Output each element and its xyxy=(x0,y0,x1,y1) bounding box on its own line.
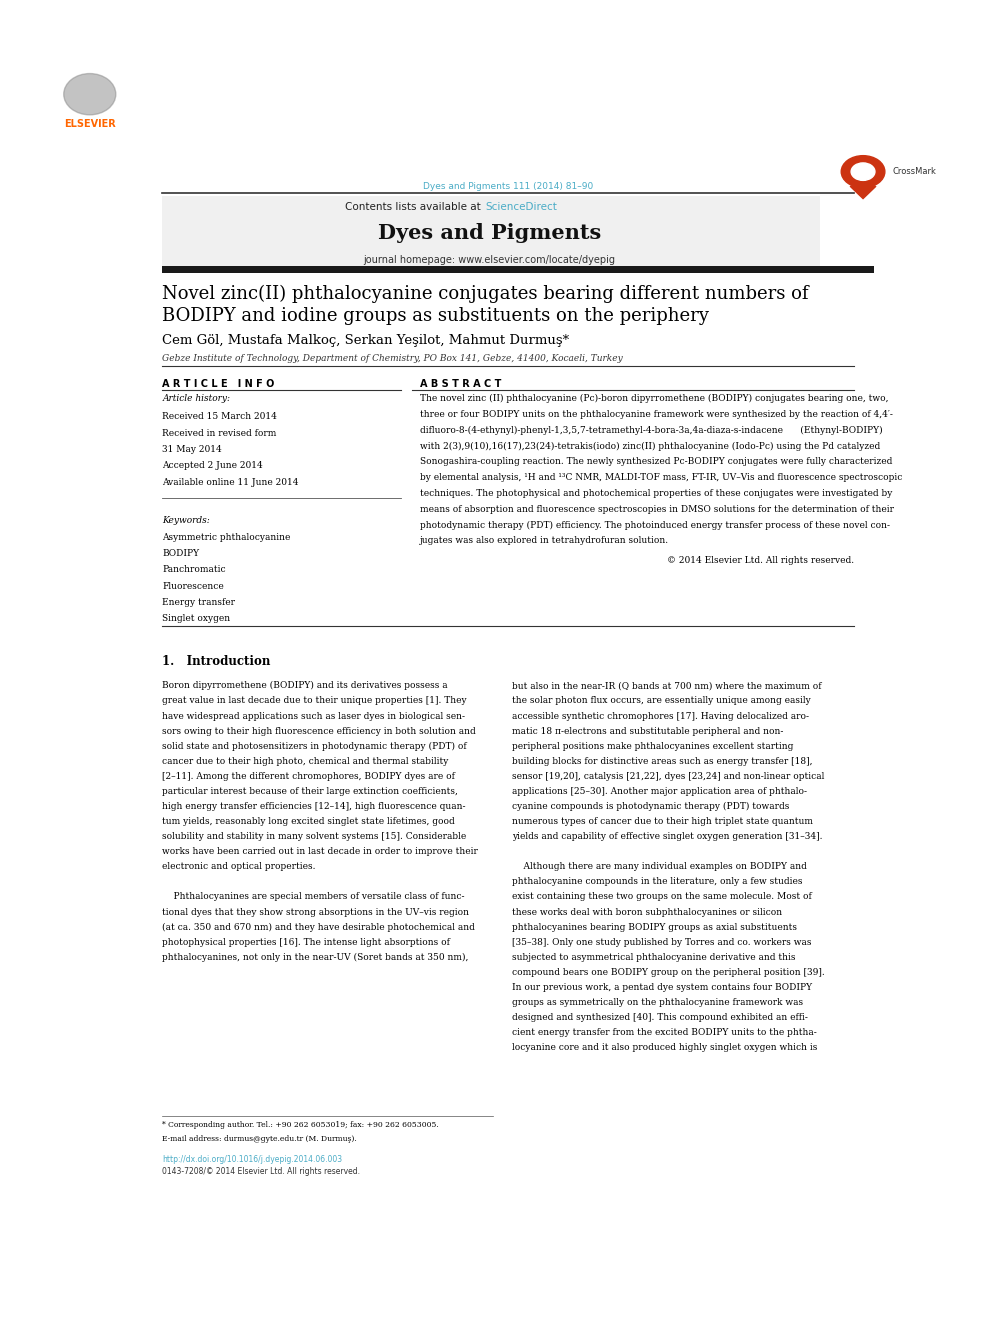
Text: Novel zinc(II) phthalocyanine conjugates bearing different numbers of: Novel zinc(II) phthalocyanine conjugates… xyxy=(163,284,808,303)
Text: Although there are many individual examples on BODIPY and: Although there are many individual examp… xyxy=(512,863,807,872)
Text: cyanine compounds is photodynamic therapy (PDT) towards: cyanine compounds is photodynamic therap… xyxy=(512,802,790,811)
Text: numerous types of cancer due to their high triplet state quantum: numerous types of cancer due to their hi… xyxy=(512,818,813,826)
Text: have widespread applications such as laser dyes in biological sen-: have widespread applications such as las… xyxy=(163,712,465,721)
Bar xyxy=(163,266,874,273)
Text: cancer due to their high photo, chemical and thermal stability: cancer due to their high photo, chemical… xyxy=(163,757,448,766)
Text: cient energy transfer from the excited BODIPY units to the phtha-: cient energy transfer from the excited B… xyxy=(512,1028,817,1037)
Text: * Corresponding author. Tel.: +90 262 6053019; fax: +90 262 6053005.: * Corresponding author. Tel.: +90 262 60… xyxy=(163,1122,439,1130)
Text: DYES: DYES xyxy=(923,66,942,73)
Text: PIGMENTS: PIGMENTS xyxy=(917,105,948,108)
Text: ELSEVIER: ELSEVIER xyxy=(63,119,116,128)
Text: peripheral positions make phthalocyanines excellent starting: peripheral positions make phthalocyanine… xyxy=(512,742,794,750)
Text: phthalocyanines bearing BODIPY groups as axial substituents: phthalocyanines bearing BODIPY groups as… xyxy=(512,922,798,931)
Text: with 2(3),9(10),16(17),23(24)-tetrakis(iodo) zinc(II) phthalocyanine (Iodo-Pc) u: with 2(3),9(10),16(17),23(24)-tetrakis(i… xyxy=(420,442,880,451)
Text: solubility and stability in many solvent systems [15]. Considerable: solubility and stability in many solvent… xyxy=(163,832,466,841)
Text: jugates was also explored in tetrahydrofuran solution.: jugates was also explored in tetrahydrof… xyxy=(420,536,670,545)
Text: locyanine core and it also produced highly singlet oxygen which is: locyanine core and it also produced high… xyxy=(512,1044,817,1052)
Text: but also in the near-IR (Q bands at 700 nm) where the maximum of: but also in the near-IR (Q bands at 700 … xyxy=(512,681,821,691)
Text: compound bears one BODIPY group on the peripheral position [39].: compound bears one BODIPY group on the p… xyxy=(512,968,825,976)
Text: Article history:: Article history: xyxy=(163,394,230,404)
Text: and: and xyxy=(928,86,937,90)
Text: matic 18 π-electrons and substitutable peripheral and non-: matic 18 π-electrons and substitutable p… xyxy=(512,726,784,736)
Text: subjected to asymmetrical phthalocyanine derivative and this: subjected to asymmetrical phthalocyanine… xyxy=(512,953,796,962)
Text: A B S T R A C T: A B S T R A C T xyxy=(420,378,501,389)
Text: journal homepage: www.elsevier.com/locate/dyepig: journal homepage: www.elsevier.com/locat… xyxy=(363,254,615,265)
Text: ScienceDirect: ScienceDirect xyxy=(485,201,558,212)
Text: accessible synthetic chromophores [17]. Having delocalized aro-: accessible synthetic chromophores [17]. … xyxy=(512,712,809,721)
Text: Phthalocyanines are special members of versatile class of func-: Phthalocyanines are special members of v… xyxy=(163,893,465,901)
Text: solid state and photosensitizers in photodynamic therapy (PDT) of: solid state and photosensitizers in phot… xyxy=(163,742,467,750)
Circle shape xyxy=(841,156,885,188)
Text: three or four BODIPY units on the phthalocyanine framework were synthesized by t: three or four BODIPY units on the phthal… xyxy=(420,410,893,419)
Text: Cem Göl, Mustafa Malkoç, Serkan Yeşilot, Mahmut Durmuş*: Cem Göl, Mustafa Malkoç, Serkan Yeşilot,… xyxy=(163,333,569,347)
Text: phthalocyanine compounds in the literature, only a few studies: phthalocyanine compounds in the literatu… xyxy=(512,877,803,886)
Text: Panchromatic: Panchromatic xyxy=(163,565,226,574)
Circle shape xyxy=(851,163,875,180)
Text: works have been carried out in last decade in order to improve their: works have been carried out in last deca… xyxy=(163,847,478,856)
Text: A R T I C L E   I N F O: A R T I C L E I N F O xyxy=(163,378,275,389)
Text: the solar photon flux occurs, are essentially unique among easily: the solar photon flux occurs, are essent… xyxy=(512,696,811,705)
Text: Singlet oxygen: Singlet oxygen xyxy=(163,614,230,623)
Text: difluoro-8-(4-ethynyl)-phenyl-1,3,5,7-tetramethyl-4-bora-3a,4a-diaza-s-indacene : difluoro-8-(4-ethynyl)-phenyl-1,3,5,7-te… xyxy=(420,426,883,435)
Text: Gebze Institute of Technology, Department of Chemistry, PO Box 141, Gebze, 41400: Gebze Institute of Technology, Departmen… xyxy=(163,355,623,364)
Text: phthalocyanines, not only in the near-UV (Soret bands at 350 nm),: phthalocyanines, not only in the near-UV… xyxy=(163,953,469,962)
Text: 31 May 2014: 31 May 2014 xyxy=(163,445,222,454)
Text: Received in revised form: Received in revised form xyxy=(163,429,277,438)
Text: means of absorption and fluorescence spectroscopies in DMSO solutions for the de: means of absorption and fluorescence spe… xyxy=(420,504,894,513)
Text: Dyes and Pigments: Dyes and Pigments xyxy=(378,224,601,243)
Text: (at ca. 350 and 670 nm) and they have desirable photochemical and: (at ca. 350 and 670 nm) and they have de… xyxy=(163,922,475,931)
Text: 0143-7208/© 2014 Elsevier Ltd. All rights reserved.: 0143-7208/© 2014 Elsevier Ltd. All right… xyxy=(163,1167,360,1176)
Text: sors owing to their high fluorescence efficiency in both solution and: sors owing to their high fluorescence ef… xyxy=(163,726,476,736)
Polygon shape xyxy=(850,187,876,198)
Text: The novel zinc (II) phthalocyanine (Pc)-boron dipyrromethene (BODIPY) conjugates: The novel zinc (II) phthalocyanine (Pc)-… xyxy=(420,394,889,404)
Text: BODIPY and iodine groups as substituents on the periphery: BODIPY and iodine groups as substituents… xyxy=(163,307,709,325)
Text: Boron dipyrromethene (BODIPY) and its derivatives possess a: Boron dipyrromethene (BODIPY) and its de… xyxy=(163,681,448,691)
Text: 1.   Introduction: 1. Introduction xyxy=(163,655,271,668)
Text: by elemental analysis, ¹H and ¹³C NMR, MALDI-TOF mass, FT-IR, UV–Vis and fluores: by elemental analysis, ¹H and ¹³C NMR, M… xyxy=(420,474,903,482)
Text: Energy transfer: Energy transfer xyxy=(163,598,235,607)
Text: tional dyes that they show strong absorptions in the UV–vis region: tional dyes that they show strong absorp… xyxy=(163,908,469,917)
Text: groups as symmetrically on the phthalocyanine framework was: groups as symmetrically on the phthalocy… xyxy=(512,998,804,1007)
Text: Available online 11 June 2014: Available online 11 June 2014 xyxy=(163,478,299,487)
Text: CrossMark: CrossMark xyxy=(893,167,936,176)
Text: http://dx.doi.org/10.1016/j.dyepig.2014.06.003: http://dx.doi.org/10.1016/j.dyepig.2014.… xyxy=(163,1155,342,1164)
Text: building blocks for distinctive areas such as energy transfer [18],: building blocks for distinctive areas su… xyxy=(512,757,812,766)
Text: In our previous work, a pentad dye system contains four BODIPY: In our previous work, a pentad dye syste… xyxy=(512,983,812,992)
FancyBboxPatch shape xyxy=(163,196,819,267)
Text: sensor [19,20], catalysis [21,22], dyes [23,24] and non-linear optical: sensor [19,20], catalysis [21,22], dyes … xyxy=(512,771,824,781)
Text: applications [25–30]. Another major application area of phthalo-: applications [25–30]. Another major appl… xyxy=(512,787,807,796)
Text: BODIPY: BODIPY xyxy=(163,549,199,558)
Text: © 2014 Elsevier Ltd. All rights reserved.: © 2014 Elsevier Ltd. All rights reserved… xyxy=(668,556,854,565)
Text: exist containing these two groups on the same molecule. Most of: exist containing these two groups on the… xyxy=(512,893,812,901)
Text: Fluorescence: Fluorescence xyxy=(163,582,224,590)
Text: great value in last decade due to their unique properties [1]. They: great value in last decade due to their … xyxy=(163,696,467,705)
Text: electronic and optical properties.: electronic and optical properties. xyxy=(163,863,315,872)
Text: [2–11]. Among the different chromophores, BODIPY dyes are of: [2–11]. Among the different chromophores… xyxy=(163,771,455,781)
Text: Dyes and Pigments 111 (2014) 81–90: Dyes and Pigments 111 (2014) 81–90 xyxy=(424,183,593,192)
Text: particular interest because of their large extinction coefficients,: particular interest because of their lar… xyxy=(163,787,458,796)
Text: designed and synthesized [40]. This compound exhibited an effi-: designed and synthesized [40]. This comp… xyxy=(512,1013,808,1023)
Text: Keywords:: Keywords: xyxy=(163,516,210,525)
Text: Accepted 2 June 2014: Accepted 2 June 2014 xyxy=(163,462,263,470)
Text: E-mail address: durmus@gyte.edu.tr (M. Durmuş).: E-mail address: durmus@gyte.edu.tr (M. D… xyxy=(163,1135,357,1143)
Text: tum yields, reasonably long excited singlet state lifetimes, good: tum yields, reasonably long excited sing… xyxy=(163,818,455,826)
Text: yields and capability of effective singlet oxygen generation [31–34].: yields and capability of effective singl… xyxy=(512,832,822,841)
Ellipse shape xyxy=(63,74,116,115)
Text: Contents lists available at: Contents lists available at xyxy=(345,201,484,212)
Text: these works deal with boron subphthalocyanines or silicon: these works deal with boron subphthalocy… xyxy=(512,908,783,917)
Text: [35–38]. Only one study published by Torres and co. workers was: [35–38]. Only one study published by Tor… xyxy=(512,938,811,947)
Text: photophysical properties [16]. The intense light absorptions of: photophysical properties [16]. The inten… xyxy=(163,938,450,947)
Text: Asymmetric phthalocyanine: Asymmetric phthalocyanine xyxy=(163,533,291,541)
Text: photodynamic therapy (PDT) efficiency. The photoinduced energy transfer process : photodynamic therapy (PDT) efficiency. T… xyxy=(420,520,890,529)
Text: Received 15 March 2014: Received 15 March 2014 xyxy=(163,413,278,422)
Text: Sonogashira-coupling reaction. The newly synthesized Pc-BODIPY conjugates were f: Sonogashira-coupling reaction. The newly… xyxy=(420,458,893,466)
Text: high energy transfer efficiencies [12–14], high fluorescence quan-: high energy transfer efficiencies [12–14… xyxy=(163,802,466,811)
Text: techniques. The photophysical and photochemical properties of these conjugates w: techniques. The photophysical and photoc… xyxy=(420,488,893,497)
